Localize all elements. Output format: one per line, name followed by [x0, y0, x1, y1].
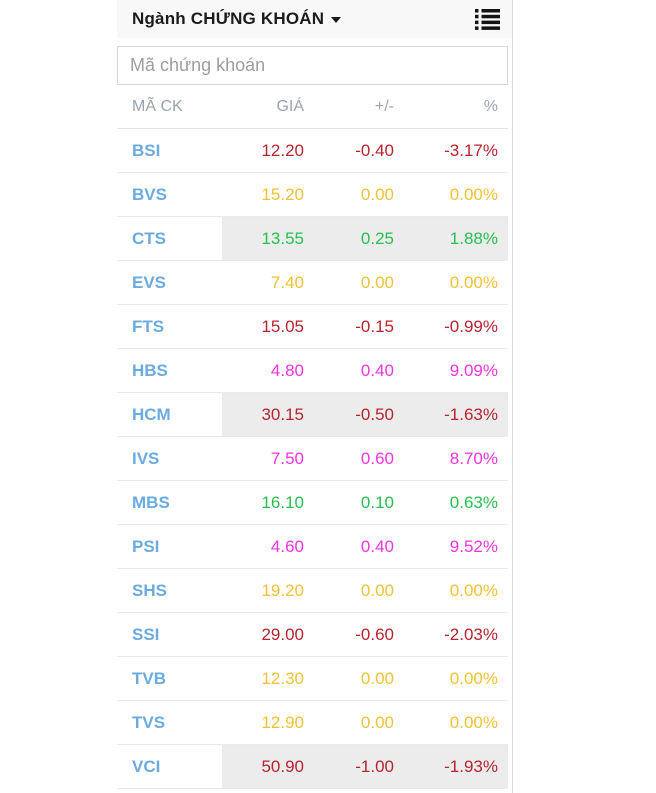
price-cell: 13.55 [222, 217, 308, 260]
ticker-cell[interactable]: SHS [132, 580, 167, 600]
percent-cell: 0.63% [449, 492, 498, 512]
table-row[interactable]: HCM 30.15 -0.50 -1.63% [117, 393, 508, 437]
sector-title: Ngành CHỨNG KHOÁN [132, 9, 325, 28]
percent-cell: 0.00% [449, 668, 498, 688]
stock-table: MÃ CK GIÁ +/- % BSI 12.20 -0.40 -3.17% B… [117, 85, 508, 789]
table-row[interactable]: SHS 19.20 0.00 0.00% [117, 569, 508, 613]
table-row[interactable]: CTS 13.55 0.25 1.88% [117, 217, 508, 261]
price-cell: 19.20 [261, 580, 304, 600]
price-cell: 12.20 [261, 140, 304, 160]
list-view-button[interactable] [473, 6, 502, 32]
price-cell: 4.60 [270, 536, 304, 556]
table-row[interactable]: MBS 16.10 0.10 0.63% [117, 481, 508, 525]
table-row[interactable]: BSI 12.20 -0.40 -3.17% [117, 129, 508, 173]
change-cell: -0.40 [355, 140, 394, 160]
price-cell: 7.40 [270, 272, 304, 292]
percent-cell: 0.00% [449, 712, 498, 732]
table-row[interactable]: FTS 15.05 -0.15 -0.99% [117, 305, 508, 349]
price-cell: 15.05 [261, 316, 304, 336]
change-cell: 0.25 [308, 217, 399, 260]
percent-cell: -2.03% [444, 624, 498, 644]
ticker-cell[interactable]: TVB [132, 668, 166, 688]
ticker-cell[interactable]: MBS [132, 492, 170, 512]
price-cell: 4.80 [270, 360, 304, 380]
ticker-cell[interactable]: HBS [132, 360, 168, 380]
stock-board-panel: Ngành CHỨNG KHOÁN MÃ CK GIÁ +/- % BSI 12… [117, 0, 513, 793]
percent-cell: -1.63% [399, 393, 508, 436]
table-row[interactable]: BVS 15.20 0.00 0.00% [117, 173, 508, 217]
change-cell: -1.00 [308, 745, 399, 788]
price-cell: 30.15 [222, 393, 308, 436]
percent-cell: 9.52% [449, 536, 498, 556]
percent-cell: 8.70% [449, 448, 498, 468]
change-cell: 0.00 [360, 668, 394, 688]
ticker-cell[interactable]: HCM [132, 404, 171, 424]
price-cell: 29.00 [261, 624, 304, 644]
percent-cell: 1.88% [399, 217, 508, 260]
change-cell: 0.00 [360, 712, 394, 732]
stock-search-input[interactable] [117, 46, 508, 85]
change-cell: 0.40 [360, 536, 394, 556]
table-row[interactable]: SSI 29.00 -0.60 -2.03% [117, 613, 508, 657]
price-cell: 12.30 [261, 668, 304, 688]
ticker-cell[interactable]: BVS [132, 184, 167, 204]
price-cell: 7.50 [270, 448, 304, 468]
ticker-cell[interactable]: IVS [132, 448, 160, 468]
change-cell: 0.40 [360, 360, 394, 380]
change-cell: 0.00 [360, 580, 394, 600]
sector-header-bar: Ngành CHỨNG KHOÁN [117, 0, 512, 38]
percent-cell: 0.00% [449, 272, 498, 292]
change-cell: 0.00 [360, 272, 394, 292]
caret-down-icon [331, 17, 342, 23]
price-cell: 16.10 [261, 492, 304, 512]
percent-cell: -0.99% [444, 316, 498, 336]
price-cell: 50.90 [222, 745, 308, 788]
change-cell: 0.60 [360, 448, 394, 468]
table-row[interactable]: EVS 7.40 0.00 0.00% [117, 261, 508, 305]
table-row[interactable]: TVS 12.90 0.00 0.00% [117, 701, 508, 745]
column-header-change: +/- [374, 97, 394, 115]
stock-table-body: BSI 12.20 -0.40 -3.17% BVS 15.20 0.00 0.… [117, 129, 508, 789]
table-row[interactable]: TVB 12.30 0.00 0.00% [117, 657, 508, 701]
change-cell: 0.10 [360, 492, 394, 512]
ticker-cell[interactable]: CTS [132, 228, 166, 248]
ticker-cell[interactable]: FTS [132, 316, 165, 336]
percent-cell: 0.00% [449, 580, 498, 600]
sector-dropdown[interactable]: Ngành CHỨNG KHOÁN [132, 9, 342, 29]
change-cell: -0.60 [355, 624, 394, 644]
ticker-cell[interactable]: SSI [132, 624, 160, 644]
percent-cell: -3.17% [444, 140, 498, 160]
ticker-cell[interactable]: EVS [132, 272, 167, 292]
percent-cell: -1.93% [399, 745, 508, 788]
column-header-code: MÃ CK [132, 97, 183, 115]
table-row[interactable]: PSI 4.60 0.40 9.52% [117, 525, 508, 569]
ticker-cell[interactable]: PSI [132, 536, 160, 556]
price-cell: 12.90 [261, 712, 304, 732]
table-row[interactable]: VCI 50.90 -1.00 -1.93% [117, 745, 508, 789]
change-cell: 0.00 [360, 184, 394, 204]
percent-cell: 9.09% [449, 360, 498, 380]
column-header-price: GIÁ [276, 97, 304, 115]
table-header-row: MÃ CK GIÁ +/- % [117, 85, 508, 129]
change-cell: -0.15 [355, 316, 394, 336]
ticker-cell[interactable]: VCI [132, 756, 161, 776]
column-header-percent: % [483, 97, 498, 115]
change-cell: -0.50 [308, 393, 399, 436]
ticker-cell[interactable]: TVS [132, 712, 166, 732]
table-row[interactable]: HBS 4.80 0.40 9.09% [117, 349, 508, 393]
percent-cell: 0.00% [449, 184, 498, 204]
list-icon [475, 9, 500, 30]
ticker-cell[interactable]: BSI [132, 140, 161, 160]
table-row[interactable]: IVS 7.50 0.60 8.70% [117, 437, 508, 481]
price-cell: 15.20 [261, 184, 304, 204]
